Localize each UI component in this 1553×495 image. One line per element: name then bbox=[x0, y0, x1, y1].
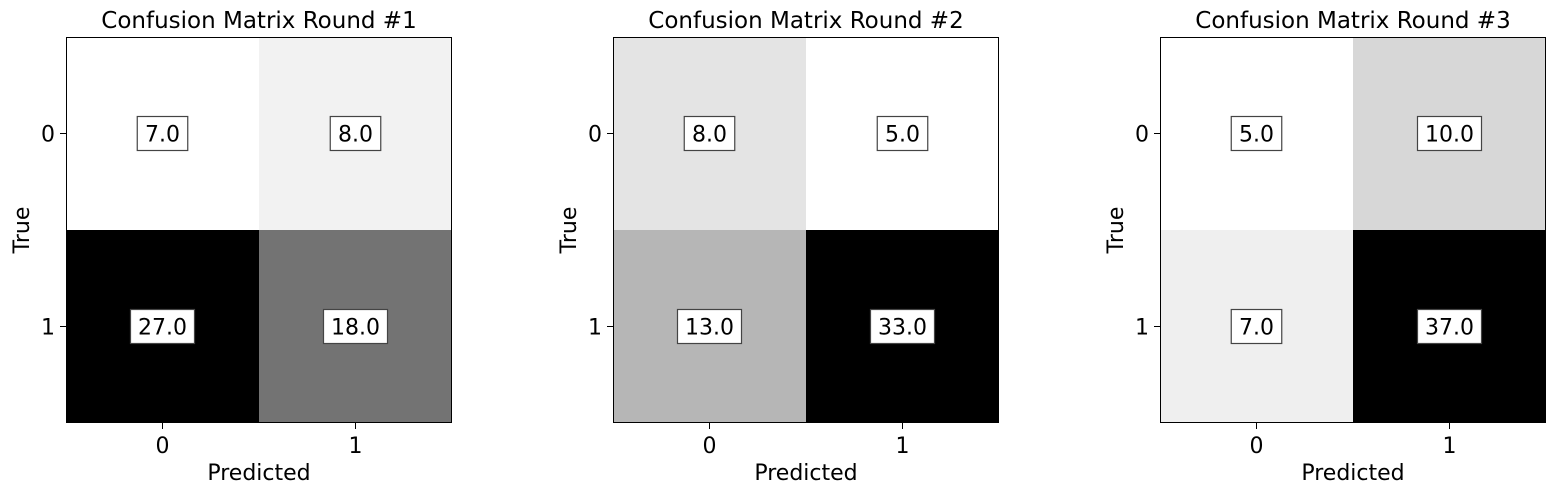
x-tick-label-0: 0 bbox=[1250, 434, 1264, 459]
y-tick-label-1: 1 bbox=[41, 316, 55, 341]
chart-title: Confusion Matrix Round #3 bbox=[1195, 8, 1510, 34]
data-label-box-r0-c0 bbox=[1230, 115, 1283, 152]
y-axis-label: True bbox=[557, 207, 582, 255]
axes-frame bbox=[66, 37, 452, 423]
heatmap-panel-3: 5.0 10.0 7.0 37.0 Confusion Matrix Round #3 0… bbox=[1104, 8, 1546, 486]
x-axis-label: Predicted bbox=[1301, 461, 1404, 486]
data-label-box-r0-c0 bbox=[136, 115, 189, 152]
heatmap-panel-1: 7.0 8.0 27.0 18.0 Confusion Matrix Round #1 0… bbox=[10, 8, 452, 486]
chart-title: Confusion Matrix Round #1 bbox=[101, 8, 416, 34]
data-label-r0-c1: 5.0 bbox=[885, 123, 920, 148]
axes-frame bbox=[1160, 37, 1546, 423]
data-label-box-r1-c0 bbox=[1230, 308, 1283, 345]
data-label-box-r0-c1 bbox=[876, 115, 929, 152]
data-label-r0-c0: 8.0 bbox=[692, 123, 727, 148]
data-label-r1-c1: 37.0 bbox=[1425, 316, 1474, 341]
data-label-box-r1-c1 bbox=[1416, 308, 1483, 345]
x-axis-label: Predicted bbox=[207, 461, 310, 486]
data-label-r0-c1: 8.0 bbox=[338, 123, 373, 148]
x-axis-label: Predicted bbox=[754, 461, 857, 486]
data-label-box-r1-c0 bbox=[676, 308, 743, 345]
chart-title: Confusion Matrix Round #2 bbox=[648, 8, 963, 34]
y-tick-label-0: 0 bbox=[1135, 123, 1149, 148]
data-label-box-r0-c1 bbox=[329, 115, 382, 152]
data-label-box-r1-c1 bbox=[322, 308, 389, 345]
data-label-box-r0-c1 bbox=[1416, 115, 1483, 152]
x-tick-label-1: 1 bbox=[349, 434, 363, 459]
y-tick-label-0: 0 bbox=[41, 123, 55, 148]
data-label-r1-c0: 13.0 bbox=[685, 316, 734, 341]
data-label-r1-c1: 18.0 bbox=[331, 316, 380, 341]
heatmap-panel-2: 8.0 5.0 13.0 33.0 Confusion Matrix Round #2 0… bbox=[557, 8, 999, 486]
x-tick-label-1: 1 bbox=[1443, 434, 1457, 459]
y-tick-label-0: 0 bbox=[588, 123, 602, 148]
x-tick-label-0: 0 bbox=[156, 434, 170, 459]
y-tick-label-1: 1 bbox=[588, 316, 602, 341]
y-axis-label: True bbox=[1104, 207, 1129, 255]
data-label-r0-c0: 7.0 bbox=[145, 123, 180, 148]
data-label-r1-c0: 27.0 bbox=[138, 316, 187, 341]
axes-frame bbox=[613, 37, 999, 423]
x-tick-label-0: 0 bbox=[703, 434, 717, 459]
data-label-box-r1-c1 bbox=[869, 308, 936, 345]
x-tick-label-1: 1 bbox=[896, 434, 910, 459]
data-label-box-r0-c0 bbox=[683, 115, 736, 152]
data-label-box-r1-c0 bbox=[129, 308, 196, 345]
data-label-r1-c1: 33.0 bbox=[878, 316, 927, 341]
y-axis-label: True bbox=[10, 207, 35, 255]
data-label-r0-c0: 5.0 bbox=[1239, 123, 1274, 148]
data-label-r1-c0: 7.0 bbox=[1239, 316, 1274, 341]
y-tick-label-1: 1 bbox=[1135, 316, 1149, 341]
data-label-r0-c1: 10.0 bbox=[1425, 123, 1474, 148]
